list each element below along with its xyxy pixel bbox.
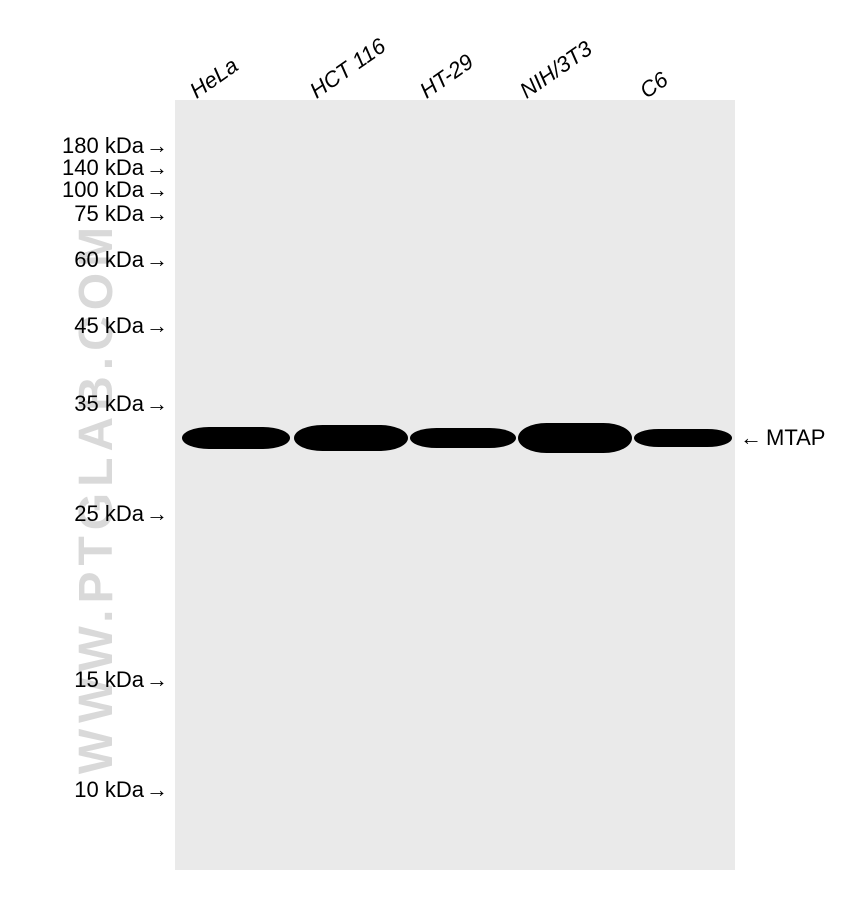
mw-marker-label: 10 kDa→ — [74, 777, 168, 803]
mw-marker-text: 75 kDa — [74, 201, 144, 226]
lane-label: HT-29 — [415, 49, 478, 104]
blot-membrane — [175, 100, 735, 870]
mw-marker-text: 35 kDa — [74, 391, 144, 416]
lane-label: NIH/3T3 — [515, 36, 597, 104]
mw-marker-label: 60 kDa→ — [74, 247, 168, 273]
mw-marker-label: 35 kDa→ — [74, 391, 168, 417]
arrow-right-icon: → — [146, 667, 168, 693]
mw-marker-label: 45 kDa→ — [74, 313, 168, 339]
target-arrow-icon: ← — [740, 425, 762, 451]
target-label: ← MTAP — [740, 425, 825, 451]
arrow-right-icon: → — [146, 777, 168, 803]
arrow-right-icon: → — [146, 201, 168, 227]
mw-marker-label: 75 kDa→ — [74, 201, 168, 227]
protein-band — [634, 429, 732, 447]
mw-marker-text: 10 kDa — [74, 777, 144, 802]
arrow-right-icon: → — [146, 247, 168, 273]
arrow-right-icon: → — [146, 501, 168, 527]
mw-marker-text: 45 kDa — [74, 313, 144, 338]
arrow-right-icon: → — [146, 313, 168, 339]
mw-marker-label: 15 kDa→ — [74, 667, 168, 693]
mw-marker-text: 100 kDa — [62, 177, 144, 202]
mw-marker-label: 25 kDa→ — [74, 501, 168, 527]
mw-marker-text: 60 kDa — [74, 247, 144, 272]
lane-label: HeLa — [185, 53, 243, 104]
protein-band — [182, 427, 290, 449]
arrow-right-icon: → — [146, 391, 168, 417]
lane-label: HCT 116 — [305, 33, 391, 104]
mw-marker-text: 25 kDa — [74, 501, 144, 526]
protein-band — [294, 425, 408, 451]
mw-marker-text: 15 kDa — [74, 667, 144, 692]
arrow-right-icon: → — [146, 177, 168, 203]
protein-band — [518, 423, 632, 453]
mw-marker-label: 100 kDa→ — [62, 177, 168, 203]
protein-band — [410, 428, 516, 448]
lane-label: C6 — [635, 67, 673, 104]
target-name: MTAP — [766, 425, 825, 451]
blot-figure: WWW.PTGLAB.COM HeLaHCT 116HT-29NIH/3T3C6… — [0, 0, 850, 903]
